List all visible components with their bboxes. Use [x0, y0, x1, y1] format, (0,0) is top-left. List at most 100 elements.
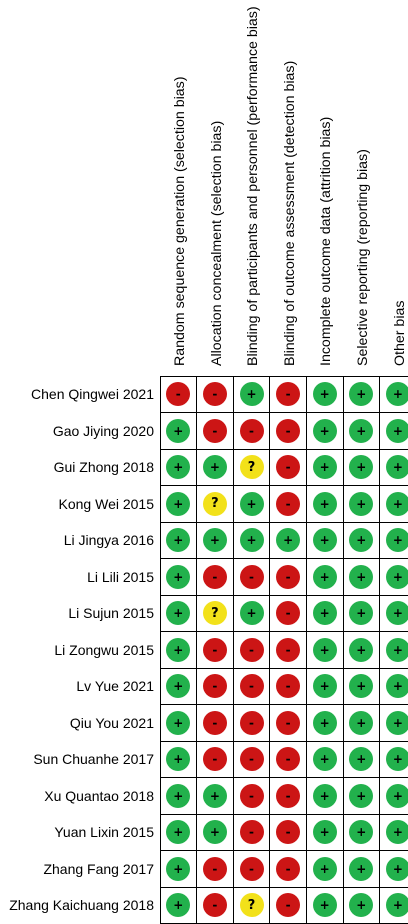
grid-line-horizontal [160, 704, 408, 705]
rating-high-icon: - [276, 783, 301, 808]
study-label: Zhang Kaichuang 2018 [9, 897, 154, 913]
grid-line-vertical [342, 376, 344, 924]
rating-high-icon: - [276, 820, 301, 845]
rating-low-icon: + [166, 528, 191, 553]
rating-high-icon: - [239, 856, 264, 881]
rating-high-icon: - [202, 418, 227, 443]
rating-low-icon: + [385, 783, 408, 808]
rating-low-icon: + [166, 856, 191, 881]
rating-low-icon: + [166, 637, 191, 662]
rating-low-icon: + [202, 783, 227, 808]
domain-header: Allocation concealment (selection bias) [197, 0, 233, 372]
rating-low-icon: + [166, 820, 191, 845]
rating-low-icon: + [312, 674, 337, 699]
rating-low-icon: + [349, 893, 374, 918]
domain-header-label: Selective reporting (reporting bias) [355, 149, 371, 366]
rating-low-icon: + [312, 418, 337, 443]
study-label: Yuan Lixin 2015 [54, 824, 154, 840]
rating-low-icon: + [312, 856, 337, 881]
rating-low-icon: + [312, 601, 337, 626]
domain-header: Other bias [380, 0, 408, 372]
domain-header-label: Other bias [391, 300, 408, 366]
rating-low-icon: + [349, 710, 374, 735]
rating-low-icon: + [349, 491, 374, 516]
rating-low-icon: + [385, 856, 408, 881]
rating-low-icon: + [312, 747, 337, 772]
study-label: Qiu You 2021 [69, 714, 154, 731]
rating-low-icon: + [239, 382, 264, 407]
rating-low-icon: + [312, 528, 337, 553]
study-label: Li Sujun 2015 [68, 605, 154, 621]
rating-high-icon: - [276, 382, 301, 407]
grid-line-horizontal [160, 448, 408, 450]
rating-high-icon: - [202, 382, 227, 407]
domain-header-label: Allocation concealment (selection bias) [208, 120, 225, 366]
domain-header: Random sequence generation (selection bi… [160, 0, 196, 372]
grid-line-horizontal [160, 594, 408, 596]
rating-high-icon: - [202, 637, 227, 662]
rating-unclear-icon: ? [239, 893, 264, 918]
study-label: Xu Quantao 2018 [44, 787, 154, 804]
rating-low-icon: + [239, 528, 264, 553]
rating-low-icon: + [166, 455, 191, 480]
grid-line-vertical [196, 376, 198, 924]
rating-low-icon: + [202, 820, 227, 845]
study-label: Chen Qingwei 2021 [31, 386, 154, 402]
rating-high-icon: - [276, 564, 301, 589]
rating-high-icon: - [239, 710, 264, 735]
rating-low-icon: + [166, 601, 191, 626]
study-label: Li Zongwu 2015 [54, 641, 154, 658]
rating-low-icon: + [385, 491, 408, 516]
rating-high-icon: - [276, 747, 301, 772]
rating-high-icon: - [202, 856, 227, 881]
rating-low-icon: + [312, 382, 337, 407]
rating-low-icon: + [385, 820, 408, 845]
rating-high-icon: - [276, 856, 301, 881]
rating-high-icon: - [276, 674, 301, 699]
rating-low-icon: + [349, 674, 374, 699]
grid-line-vertical [232, 376, 234, 924]
domain-header-label: Incomplete outcome data (attrition bias) [318, 116, 335, 366]
grid-line-horizontal [160, 485, 408, 486]
rating-low-icon: + [239, 491, 264, 516]
rating-low-icon: + [166, 893, 191, 918]
grid-line-horizontal [160, 558, 408, 559]
rating-low-icon: + [312, 710, 337, 735]
study-label: Lv Yue 2021 [76, 678, 154, 694]
rating-low-icon: + [312, 820, 337, 845]
rating-high-icon: - [202, 564, 227, 589]
rating-low-icon: + [385, 382, 408, 407]
study-label: Li Lili 2015 [87, 568, 154, 585]
rating-high-icon: - [276, 710, 301, 735]
rating-high-icon: - [239, 637, 264, 662]
rating-low-icon: + [349, 418, 374, 443]
rating-low-icon: + [312, 564, 337, 589]
grid-line-vertical [379, 376, 381, 924]
rating-low-icon: + [166, 783, 191, 808]
study-label: Gui Zhong 2018 [53, 459, 154, 475]
rating-high-icon: - [166, 382, 191, 407]
domain-header-label: Random sequence generation (selection bi… [172, 76, 188, 366]
domain-header-label: Blinding of participants and personnel (… [245, 6, 262, 366]
rating-low-icon: + [385, 455, 408, 480]
rating-low-icon: + [312, 455, 337, 480]
study-label: Zhang Fang 2017 [43, 860, 154, 877]
domain-header: Blinding of outcome assessment (detectio… [270, 0, 306, 372]
rating-low-icon: + [385, 601, 408, 626]
rating-low-icon: + [385, 418, 408, 443]
study-label: Kong Wei 2015 [58, 495, 154, 512]
rating-low-icon: + [349, 455, 374, 480]
grid-line-horizontal [160, 886, 408, 888]
rating-high-icon: - [276, 455, 301, 480]
rating-low-icon: + [312, 893, 337, 918]
grid-line-horizontal [160, 412, 408, 413]
grid-line-horizontal [160, 813, 408, 815]
rating-low-icon: + [202, 455, 227, 480]
rating-high-icon: - [202, 893, 227, 918]
rating-low-icon: + [385, 637, 408, 662]
rating-high-icon: - [239, 783, 264, 808]
rating-high-icon: - [276, 893, 301, 918]
rating-low-icon: + [312, 637, 337, 662]
rating-low-icon: + [349, 856, 374, 881]
domain-header: Incomplete outcome data (attrition bias) [306, 0, 342, 372]
